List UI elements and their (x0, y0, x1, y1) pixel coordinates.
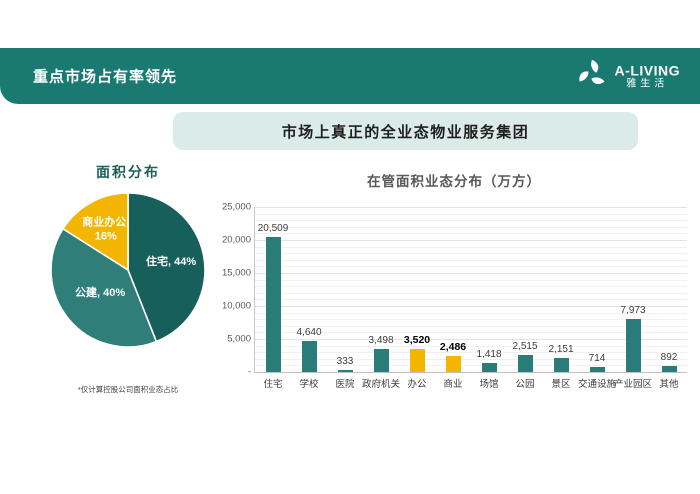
aliving-pinwheel-icon (576, 58, 608, 95)
bar-value-label: 3,498 (368, 334, 394, 346)
gridline (255, 213, 687, 215)
gridline (255, 358, 687, 360)
header-band: 重点市场占有率领先 A-LIVING 雅生活 (0, 48, 700, 104)
pie-slice-公建 (50, 227, 158, 348)
y-axis-tick: 15,000 (221, 267, 251, 279)
bar-场馆 (481, 362, 497, 372)
gridline (255, 306, 687, 307)
x-axis-label-交通设施: 交通设施 (577, 379, 617, 390)
bar-value-label: 714 (588, 353, 606, 365)
gridline (255, 312, 687, 314)
x-axis-label-办公: 办公 (407, 379, 427, 390)
bar-政府机关 (373, 348, 389, 372)
x-axis-label-政府机关: 政府机关 (361, 379, 401, 390)
gridline (255, 292, 687, 294)
bar-其他 (661, 366, 677, 372)
x-axis-label-产业园区: 产业园区 (613, 379, 653, 390)
x-axis-label-医院: 医院 (335, 379, 355, 390)
bar-value-label: 2,151 (548, 343, 574, 355)
logo-brand-name: A-LIVING (614, 62, 680, 79)
y-axis-tick: 20,000 (221, 234, 251, 246)
bar-医院 (337, 369, 353, 372)
gridline (255, 365, 687, 367)
bar-value-label: 20,509 (257, 222, 289, 234)
gridline (255, 207, 687, 208)
subtitle-banner: 市场上真正的全业态物业服务集团 (173, 112, 638, 150)
gridline (255, 273, 687, 274)
pie-slice-label: 住宅, 44% (146, 255, 197, 268)
pie-chart-title: 面积分布 (96, 164, 160, 180)
gridline (255, 246, 687, 248)
page-title: 重点市场占有率领先 (33, 68, 178, 86)
y-axis-tick: 10,000 (221, 300, 251, 312)
x-axis-label-商业: 商业 (443, 379, 463, 390)
gridline (255, 279, 687, 281)
subtitle-text: 市场上真正的全业态物业服务集团 (281, 123, 530, 141)
company-logo: A-LIVING 雅生活 (576, 58, 680, 95)
bar-value-label: 1,418 (476, 348, 502, 360)
gridline (255, 253, 687, 255)
gridline (255, 325, 687, 327)
bar-chart-title: 在管面积业态分布（万方） (367, 174, 541, 189)
gridline (255, 352, 687, 354)
x-axis-label-景区: 景区 (551, 379, 571, 390)
x-axis-label-场馆: 场馆 (479, 379, 499, 390)
gridline (255, 266, 687, 268)
pie-footnote: *仅计算控股公司面积业态占比 (77, 385, 179, 394)
gridline (255, 345, 687, 347)
bar-value-label: 7,973 (620, 305, 646, 317)
bar-value-label: 4,640 (296, 327, 322, 339)
bar-plot-area: 25,000 20,000 15,000 10,000 5,000 - 20,509 住宅 4,… (222, 202, 687, 390)
gridline (255, 319, 687, 321)
y-axis-tick: 5,000 (227, 333, 251, 345)
pie-svg (50, 192, 206, 348)
bar-景区 (553, 357, 569, 372)
pie-slice-商业办公 (62, 192, 129, 271)
y-axis-tick: 25,000 (221, 201, 251, 213)
bar-value-label: 3,520 (403, 333, 431, 346)
bar-住宅 (265, 236, 281, 372)
gridline (255, 226, 687, 228)
gridline (255, 259, 687, 261)
gridline (255, 240, 687, 241)
x-axis-label-学校: 学校 (299, 379, 319, 390)
gridline (255, 339, 687, 340)
gridline (255, 299, 687, 301)
x-axis-label-其他: 其他 (659, 379, 679, 390)
pie-slice-住宅 (127, 192, 206, 343)
bar-学校 (301, 341, 317, 372)
pie-chart: 住宅, 44% 公建, 40% 商业办公, 16% (48, 190, 208, 350)
bar-chart: 在管面积业态分布（万方） 25,000 20,000 15,000 10,000 5,0… (218, 170, 690, 400)
bar-商业 (445, 355, 461, 372)
gridline (255, 233, 687, 235)
pie-slice-label: 公建, 40% (75, 286, 126, 299)
bar-value-label: 2,486 (439, 340, 467, 353)
bar-value-label: 2,515 (512, 341, 538, 353)
gridline (255, 220, 687, 222)
gridline (255, 286, 687, 288)
y-axis-tick: - (247, 366, 251, 378)
bar-公园 (517, 355, 533, 372)
x-axis-label-住宅: 住宅 (263, 379, 283, 390)
logo-text: A-LIVING 雅生活 (615, 62, 680, 90)
bar-交通设施 (589, 367, 605, 372)
bar-办公 (409, 348, 425, 372)
x-axis-label-公园: 公园 (515, 379, 535, 390)
gridline (255, 332, 687, 334)
bar-value-label: 333 (336, 355, 354, 367)
bar-value-label: 892 (660, 352, 678, 364)
pie-slice-label: 商业办公, 16% (82, 216, 130, 243)
bar-产业园区 (625, 319, 641, 372)
logo-brand-chinese: 雅生活 (626, 78, 669, 90)
